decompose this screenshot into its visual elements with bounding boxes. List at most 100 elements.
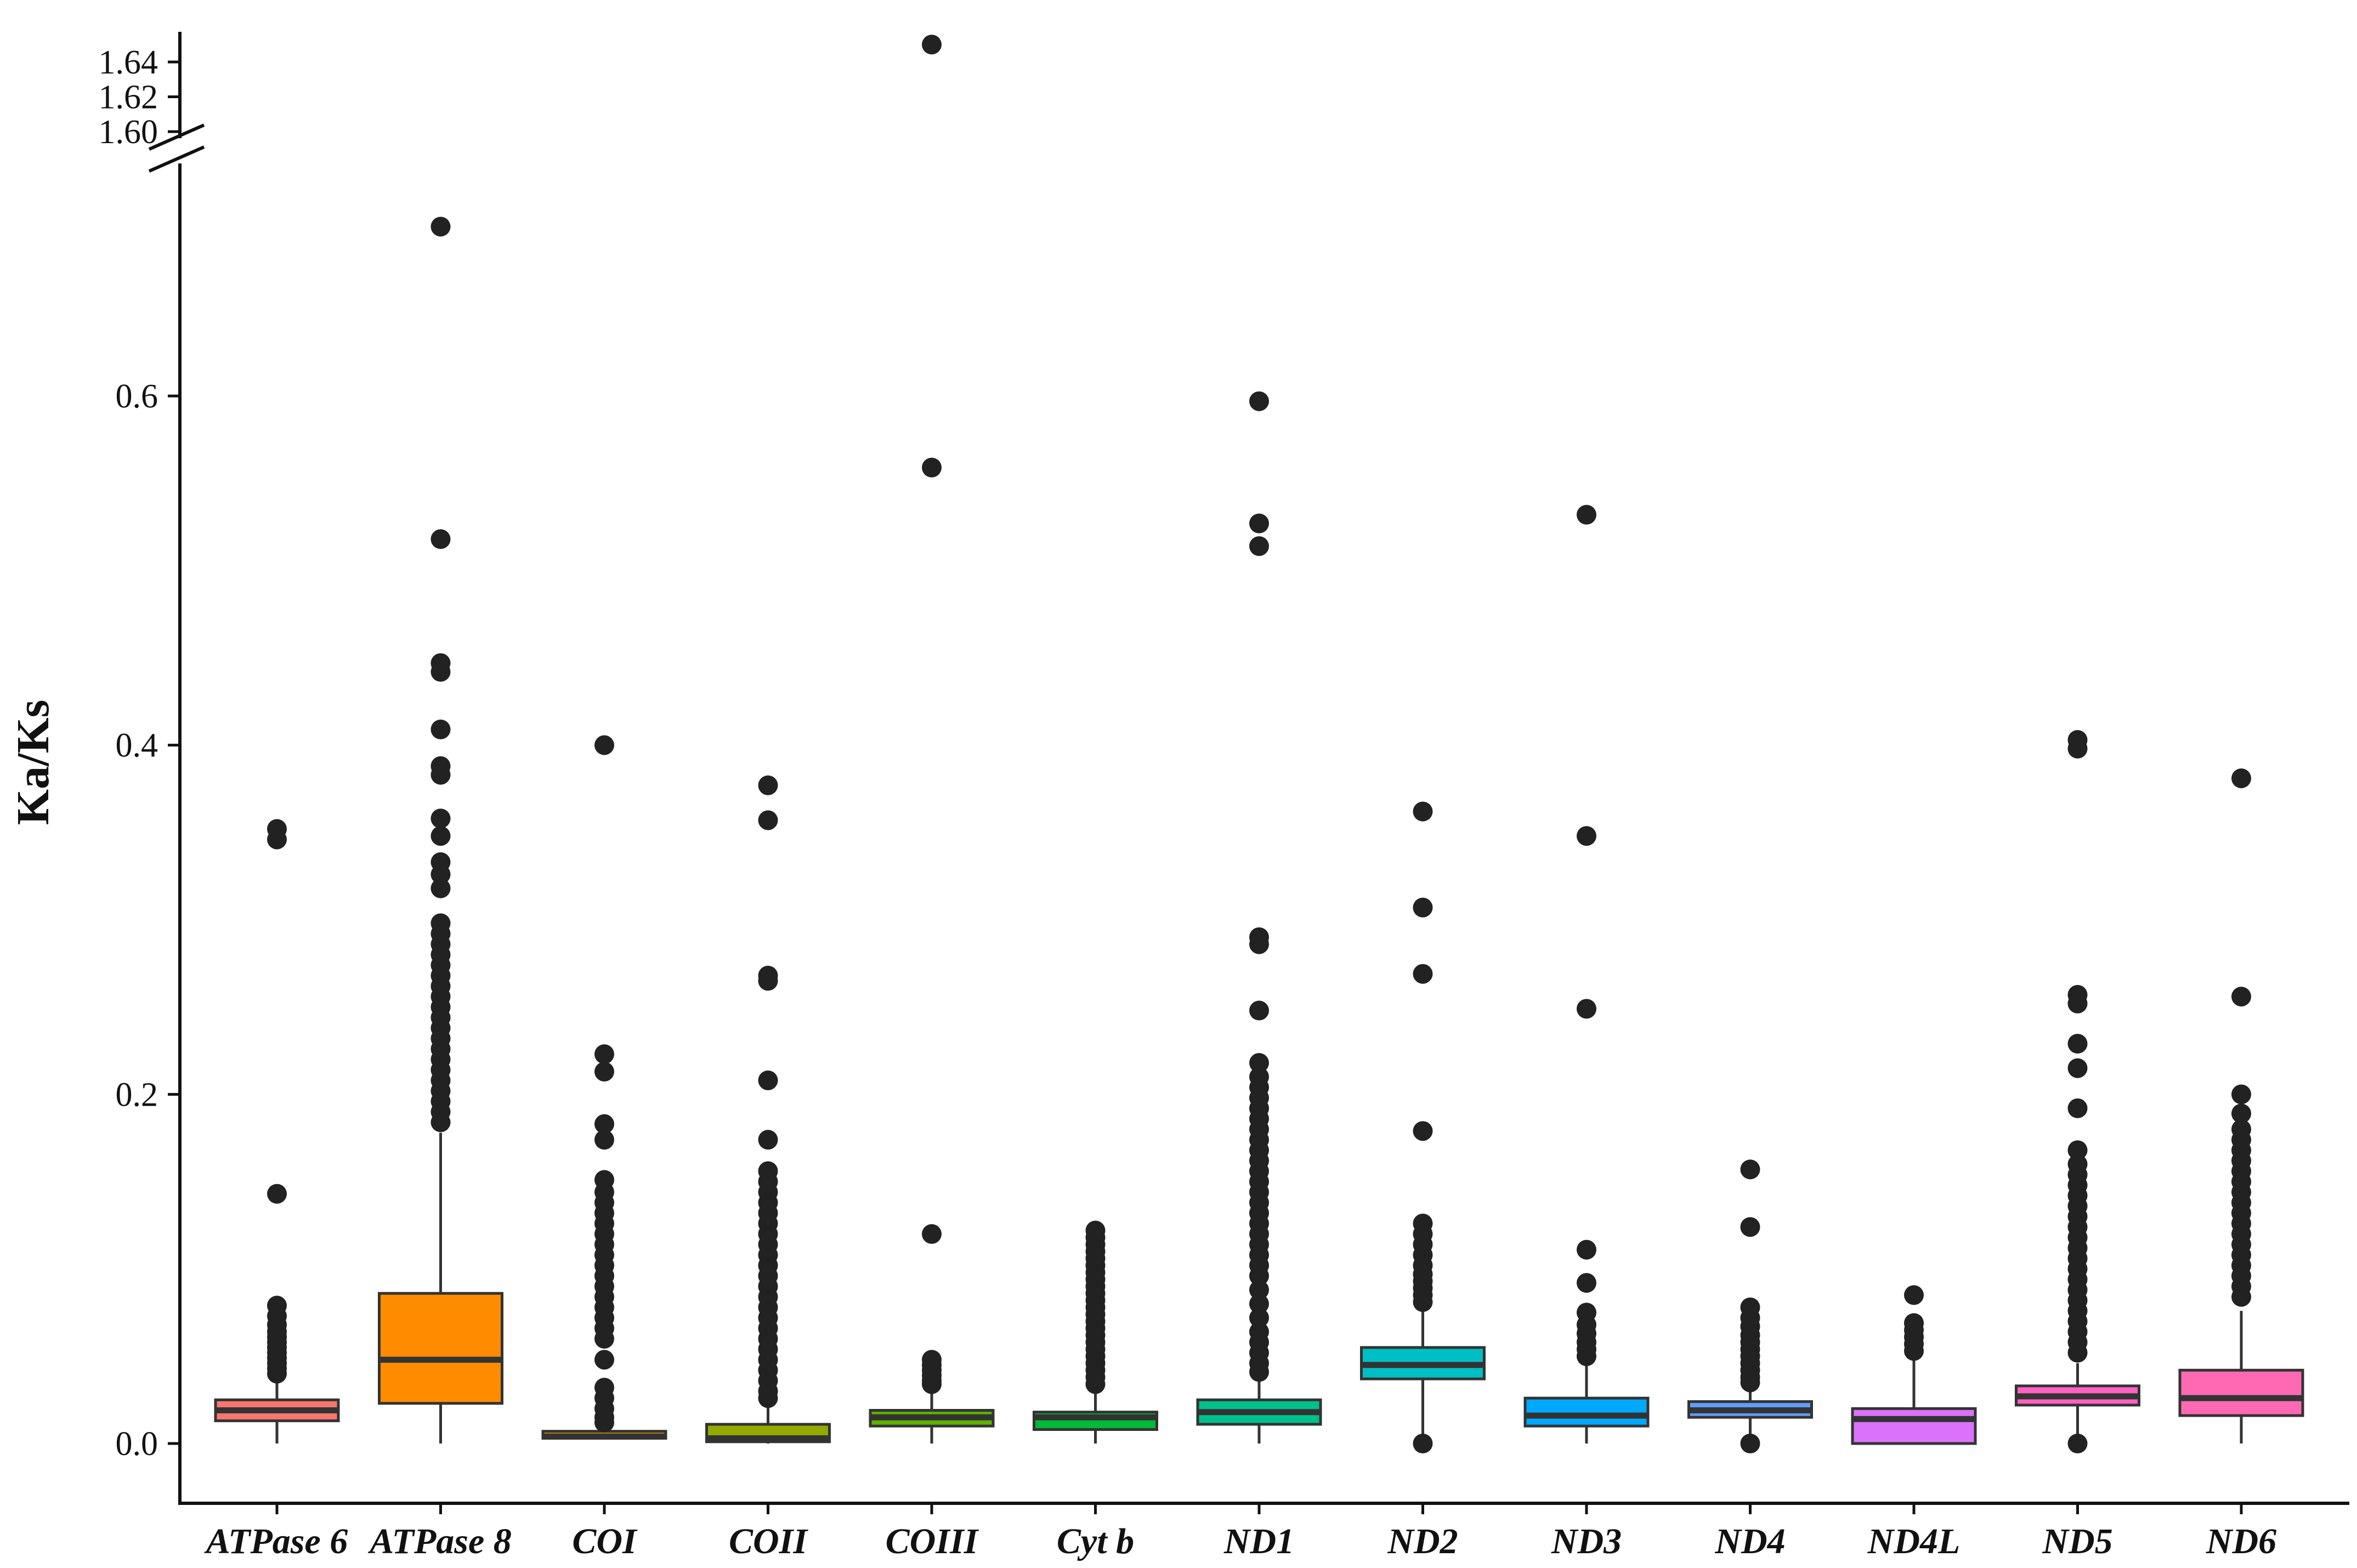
- outlier-point: [594, 1130, 614, 1150]
- x-tick-label: ND6: [2206, 1521, 2276, 1561]
- outlier-point: [1249, 1000, 1269, 1021]
- x-tick-label: COII: [729, 1521, 808, 1561]
- axis-layer: Ka/Ks: [8, 32, 2349, 1505]
- y-axis-title: Ka/Ks: [8, 700, 59, 825]
- outlier-point: [2231, 1103, 2251, 1124]
- outlier-point: [594, 1061, 614, 1082]
- box-cyt-b: [1033, 1220, 1158, 1444]
- outlier-point: [1740, 1159, 1760, 1180]
- x-tick-label: ND5: [2042, 1521, 2112, 1561]
- outlier-point: [430, 720, 451, 740]
- x-tick-label: ND4: [1714, 1521, 1785, 1561]
- axis-break-mark: [148, 123, 205, 173]
- outlier-point: [1577, 1346, 1596, 1366]
- outlier-point: [758, 1130, 778, 1150]
- box-nd4l: [1851, 1285, 1977, 1445]
- x-ticks: ATPase 6 ATPase 8 COI COII COIII Cyt b ND1 ND2 N…: [204, 1503, 2276, 1561]
- outlier-point: [594, 1329, 614, 1349]
- outlier-point: [267, 1184, 287, 1204]
- outlier-point: [1577, 826, 1596, 846]
- outlier-point: [1413, 1121, 1433, 1141]
- outlier-point: [594, 1044, 614, 1065]
- y-tick-label: 0.2: [116, 1076, 158, 1113]
- x-tick-label: ND3: [1551, 1521, 1622, 1561]
- outlier-point: [1740, 1372, 1760, 1392]
- y-ticks: 0.0 0.2 0.4 0.6 1.601.621.64: [99, 44, 180, 1463]
- box-nd3: [1523, 505, 1650, 1444]
- outlier-point: [430, 878, 451, 898]
- outlier-point: [2067, 1098, 2088, 1118]
- y-tick-label: 1.64: [99, 44, 158, 81]
- y-tick-label: 1.62: [99, 79, 158, 116]
- outlier-point: [2231, 768, 2251, 789]
- box-nd1: [1196, 391, 1322, 1444]
- box-iqr: [2178, 1368, 2304, 1417]
- outlier-point: [1740, 1217, 1760, 1237]
- box-nd2: [1360, 801, 1486, 1453]
- box-nd4: [1687, 1159, 1813, 1453]
- outlier-point: [430, 808, 451, 829]
- outlier-point: [430, 529, 451, 550]
- box-coi: [541, 735, 667, 1440]
- outlier-point: [1413, 1292, 1433, 1312]
- x-tick-label: COI: [572, 1521, 638, 1561]
- box-atpase-6: [214, 819, 340, 1444]
- axis-break-slash-upper: [148, 123, 205, 151]
- outlier-point: [2067, 1343, 2088, 1363]
- outlier-point: [430, 1112, 451, 1133]
- box-iqr: [1851, 1407, 1977, 1445]
- outlier-point: [2067, 739, 2088, 759]
- outlier-point: [267, 1363, 287, 1384]
- outlier-point: [922, 457, 942, 478]
- outlier-point: [922, 1374, 942, 1394]
- y-tick-label: 0.0: [116, 1425, 158, 1463]
- outlier-point: [2231, 1287, 2251, 1307]
- outlier-point: [430, 217, 451, 237]
- x-tick-label: ND1: [1223, 1521, 1294, 1561]
- outlier-point: [758, 810, 778, 830]
- outlier-point: [430, 826, 451, 846]
- outlier-point: [1904, 1341, 1924, 1361]
- y-tick-label: 1.60: [99, 114, 158, 151]
- outlier-point: [594, 1114, 614, 1134]
- outlier-point: [2067, 1434, 2088, 1453]
- outlier-point: [922, 35, 942, 55]
- outlier-point: [1249, 1053, 1269, 1073]
- outlier-point: [1413, 964, 1433, 984]
- box-iqr: [378, 1292, 503, 1405]
- outlier-point: [1249, 1307, 1269, 1328]
- x-tick-label: ATPase 8: [367, 1521, 512, 1561]
- boxes: [214, 35, 2304, 1453]
- outlier-point: [1249, 934, 1269, 954]
- outlier-point: [922, 1224, 942, 1244]
- y-tick-label: 0.6: [116, 378, 158, 415]
- outlier-point: [1249, 391, 1269, 411]
- outlier-point: [594, 735, 614, 755]
- outlier-point: [1249, 536, 1269, 556]
- x-tick-label: Cyt b: [1057, 1521, 1134, 1561]
- outlier-point: [758, 971, 778, 991]
- box-iqr: [1523, 1396, 1650, 1428]
- x-tick-label: ND4L: [1867, 1521, 1961, 1561]
- box-nd6: [2178, 768, 2304, 1444]
- outlier-point: [758, 775, 778, 795]
- outlier-point: [2067, 1034, 2088, 1054]
- outlier-point: [1249, 1280, 1269, 1300]
- x-tick-label: ATPase 6: [204, 1521, 348, 1561]
- outlier-point: [267, 829, 287, 850]
- outlier-point: [1413, 801, 1433, 822]
- outlier-point: [1085, 1374, 1106, 1394]
- outlier-point: [1413, 1434, 1433, 1453]
- outlier-point: [1740, 1434, 1760, 1453]
- outlier-point: [1249, 1362, 1269, 1382]
- outlier-point: [430, 661, 451, 682]
- box-nd5: [2015, 730, 2140, 1453]
- x-tick-label: ND2: [1387, 1521, 1458, 1561]
- outlier-point: [1577, 999, 1596, 1019]
- outlier-point: [1413, 897, 1433, 918]
- y-tick-label: 0.4: [116, 727, 158, 765]
- outlier-point: [1577, 505, 1596, 525]
- outlier-point: [1904, 1285, 1924, 1305]
- outlier-point: [594, 1350, 614, 1370]
- outlier-point: [2231, 987, 2251, 1007]
